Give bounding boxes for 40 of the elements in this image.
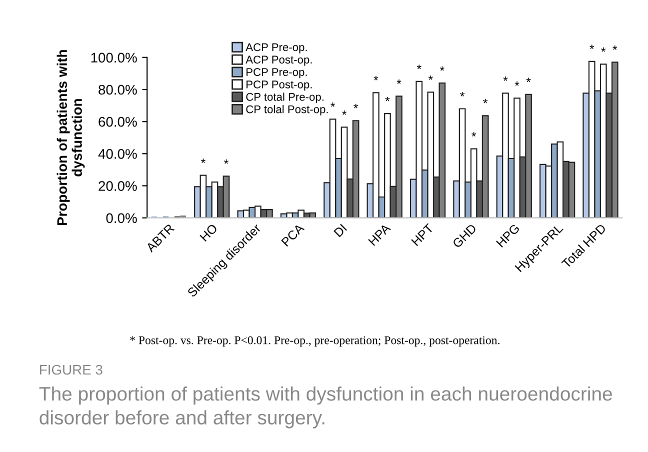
legend-label: CP total Pre-op.	[246, 92, 324, 104]
data-label: *	[396, 79, 402, 84]
data-label: *	[428, 75, 433, 80]
data-label: *	[460, 92, 465, 96]
data-label: *	[601, 47, 606, 52]
legend-label: ACP Post-op.	[246, 56, 312, 66]
y-tick-label: 80.0%	[98, 84, 137, 95]
data-label: *	[342, 110, 347, 115]
data-label: *	[385, 96, 390, 102]
caption: FIGURE 3	[40, 364, 102, 375]
legend-label: PCP Post-op.	[246, 80, 312, 91]
y-axis-title: Proportion of patients with dysfunction	[56, 50, 85, 226]
data-label: *	[472, 132, 476, 137]
data-label: *	[416, 64, 422, 70]
data-label: *	[612, 45, 618, 50]
data-label: *	[330, 102, 336, 107]
x-tick-label: HPA	[368, 223, 391, 246]
y-tick-label: 0.0%	[106, 213, 137, 224]
data-label: *	[483, 98, 488, 104]
data-label: *	[440, 66, 444, 71]
data-label: *	[374, 76, 378, 80]
x-tick-label: PCA	[281, 222, 305, 247]
x-tick-label: HO	[200, 223, 218, 242]
text: * Post-op. vs. Pre-op. P<0.01. Pre-op., pre-operation; Post-op., post-operation.	[130, 336, 500, 347]
data-label: *	[224, 159, 228, 164]
data-label: *	[526, 78, 531, 82]
legend-label: PCP Pre-op.	[246, 68, 307, 78]
text: The proportion of patients with dysfunction in each nueroendocrine disorder before and after surgery.	[39, 386, 612, 428]
data-label: *	[503, 76, 508, 81]
y-tick-label: 20.0%	[98, 181, 137, 191]
y-tick-label: 100.0%	[91, 52, 137, 63]
data-label: *	[514, 81, 520, 86]
data-label: *	[354, 104, 358, 108]
x-tick-label: DI	[334, 224, 347, 238]
y-tick-label: 40.0%	[98, 149, 137, 159]
legend-label: ACP Pre-op.	[246, 43, 307, 54]
y-tick-label: 60.0%	[98, 116, 137, 127]
data-label: *	[201, 158, 206, 163]
legend-label: CP tolal Post-op.	[246, 105, 328, 116]
data-label: *	[590, 44, 594, 50]
